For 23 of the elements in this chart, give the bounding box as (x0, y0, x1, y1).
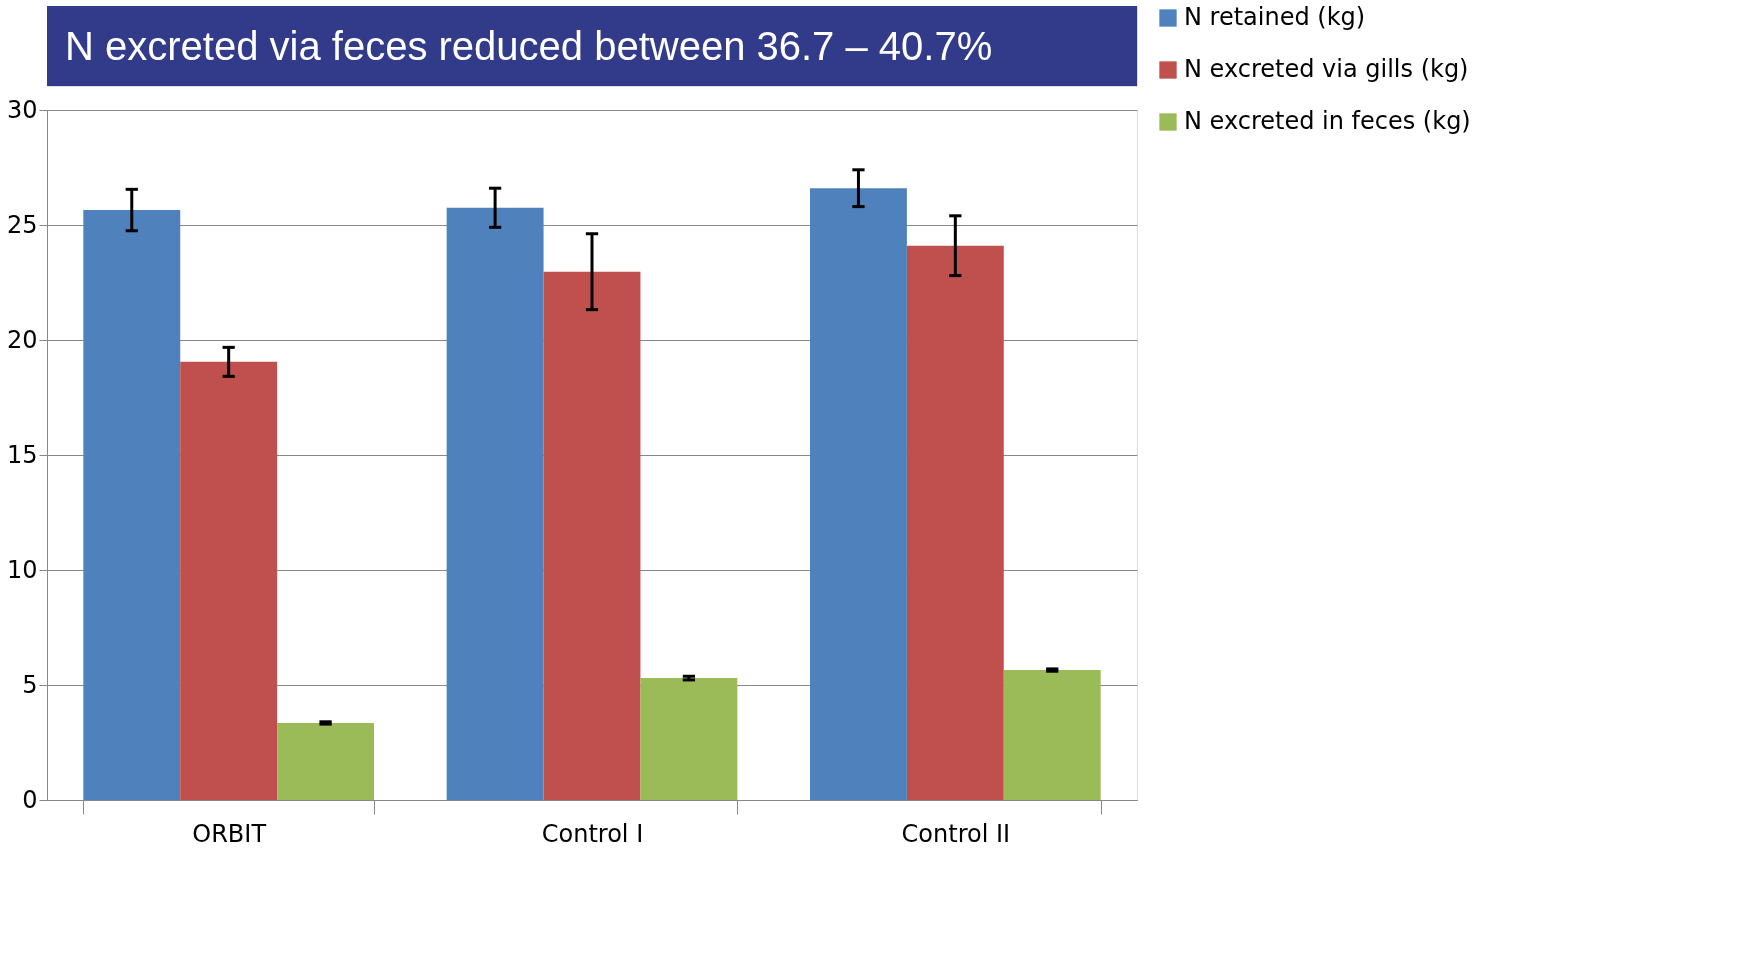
bar (640, 678, 738, 800)
bar (83, 210, 181, 800)
y-tick-label: 5 (22, 670, 38, 699)
y-tick-label: 30 (6, 95, 38, 124)
y-tick-label: 15 (6, 440, 38, 469)
bar (543, 271, 641, 800)
legend-label: N excreted in feces (kg) (1184, 107, 1471, 135)
x-tick-label: Control II (901, 819, 1011, 848)
bar (810, 188, 907, 800)
y-tick-label: 25 (6, 210, 38, 239)
text: N excreted via feces reduced between 36.7 – 40.7% (65, 24, 993, 68)
legend-label: N excreted via gills (kg) (1184, 55, 1469, 83)
x-tick-label: Control I (541, 819, 644, 848)
legend-label: N retained (kg) (1184, 3, 1366, 31)
y-tick-label: 0 (22, 785, 38, 814)
bar (1003, 670, 1101, 800)
bar (906, 245, 1004, 800)
x-tick-label: ORBIT (192, 819, 267, 848)
y-tick-label: 10 (6, 555, 38, 584)
y-tick-label: 20 (6, 325, 38, 354)
bar (446, 207, 544, 800)
bar (277, 722, 374, 800)
bar (180, 361, 278, 800)
